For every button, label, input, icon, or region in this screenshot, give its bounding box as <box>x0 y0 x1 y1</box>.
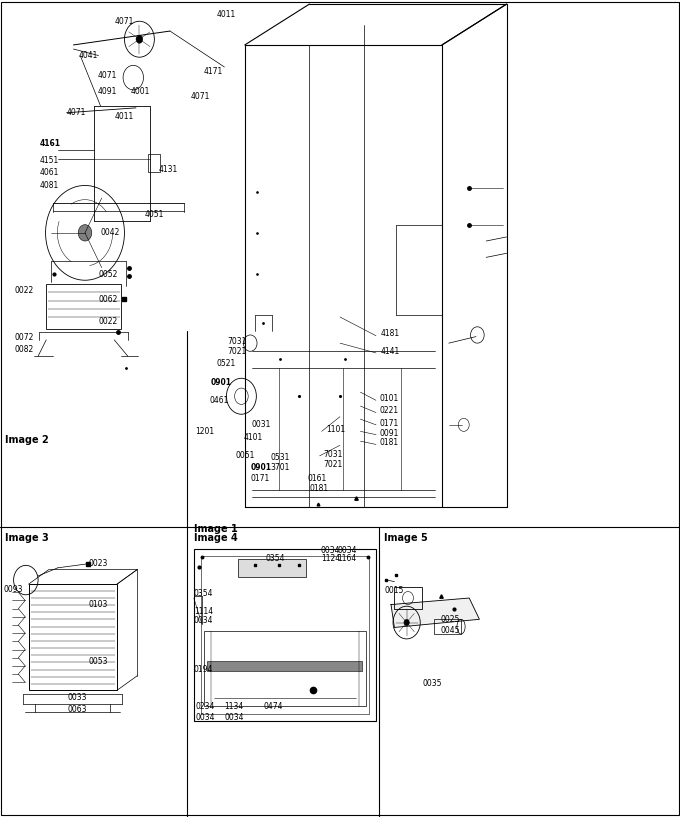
Text: 0034: 0034 <box>337 546 357 556</box>
Text: 0901: 0901 <box>250 462 271 472</box>
Text: 7021: 7021 <box>324 459 343 469</box>
Text: 4181: 4181 <box>381 328 400 338</box>
Text: 0031: 0031 <box>252 420 271 430</box>
Text: 7031: 7031 <box>324 449 343 459</box>
Circle shape <box>78 225 92 241</box>
Text: 0221: 0221 <box>379 406 398 416</box>
Text: 0354: 0354 <box>265 554 285 564</box>
Text: 0042: 0042 <box>101 228 120 238</box>
Text: 1124: 1124 <box>321 554 340 564</box>
Circle shape <box>404 619 409 626</box>
Text: 4071: 4071 <box>97 70 116 80</box>
Bar <box>434 619 461 634</box>
Text: 0072: 0072 <box>15 333 34 342</box>
Text: Image 5: Image 5 <box>384 533 428 542</box>
Text: 4071: 4071 <box>67 108 86 118</box>
Text: 1164: 1164 <box>337 554 356 564</box>
Text: 1101: 1101 <box>326 425 345 435</box>
Circle shape <box>136 35 143 43</box>
Text: 4071: 4071 <box>114 16 133 26</box>
Text: 7021: 7021 <box>228 346 247 356</box>
Text: 0194: 0194 <box>194 665 213 675</box>
Text: 1201: 1201 <box>195 426 214 436</box>
Text: Image 3: Image 3 <box>5 533 49 542</box>
Bar <box>201 556 369 714</box>
Text: 3701: 3701 <box>271 462 290 472</box>
Text: 0022: 0022 <box>15 286 34 296</box>
Text: 0181: 0181 <box>379 438 398 448</box>
Text: 4051: 4051 <box>145 209 164 219</box>
Text: 4151: 4151 <box>39 155 58 165</box>
Text: 0052: 0052 <box>99 270 118 279</box>
Text: 4071: 4071 <box>190 92 209 101</box>
Text: 4081: 4081 <box>39 181 58 190</box>
Text: 0051: 0051 <box>236 451 255 461</box>
Text: 4091: 4091 <box>97 87 116 96</box>
Text: 4141: 4141 <box>381 346 400 356</box>
Text: 0101: 0101 <box>379 394 398 404</box>
Text: 0062: 0062 <box>99 295 118 305</box>
Text: 7031: 7031 <box>228 337 247 346</box>
Text: 4011: 4011 <box>114 112 133 122</box>
Text: Image 2: Image 2 <box>5 435 49 444</box>
Text: 0181: 0181 <box>309 484 328 493</box>
Bar <box>238 559 306 577</box>
Bar <box>394 587 422 609</box>
Bar <box>204 631 366 706</box>
Text: 4041: 4041 <box>78 51 97 60</box>
Text: 4131: 4131 <box>159 164 178 174</box>
Text: 0171: 0171 <box>379 418 398 428</box>
Text: 0035: 0035 <box>423 678 443 688</box>
Polygon shape <box>391 598 479 627</box>
Text: 0474: 0474 <box>264 702 284 712</box>
Bar <box>46 284 121 329</box>
Text: 0034: 0034 <box>321 546 341 556</box>
Text: 4161: 4161 <box>39 139 61 149</box>
Text: 0015: 0015 <box>384 586 403 596</box>
Text: 0034: 0034 <box>195 712 215 722</box>
Text: 0034: 0034 <box>194 616 214 626</box>
Text: 0161: 0161 <box>307 474 326 484</box>
Text: 0531: 0531 <box>271 453 290 462</box>
Text: 0023: 0023 <box>88 559 107 569</box>
Text: Image 4: Image 4 <box>194 533 237 542</box>
Text: 0082: 0082 <box>15 345 34 355</box>
Text: 4061: 4061 <box>39 167 58 177</box>
Text: Image 1: Image 1 <box>194 525 237 534</box>
Text: 0093: 0093 <box>3 585 23 595</box>
Text: 4011: 4011 <box>216 10 235 20</box>
Text: 0025: 0025 <box>441 614 460 624</box>
Text: 4171: 4171 <box>204 67 223 77</box>
Text: 0461: 0461 <box>209 395 228 405</box>
Text: 4101: 4101 <box>243 432 262 442</box>
Text: 0354: 0354 <box>194 588 214 598</box>
Text: 1134: 1134 <box>224 702 243 712</box>
Text: 1114: 1114 <box>194 606 213 616</box>
Text: 0045: 0045 <box>441 626 460 636</box>
Bar <box>194 549 376 721</box>
Bar <box>29 584 117 690</box>
Text: 0171: 0171 <box>250 474 269 484</box>
Text: 0103: 0103 <box>88 600 107 609</box>
Text: 0234: 0234 <box>195 702 214 712</box>
Text: 0053: 0053 <box>88 657 108 667</box>
Text: 0063: 0063 <box>68 704 88 714</box>
Text: 0034: 0034 <box>224 712 244 722</box>
Text: 0521: 0521 <box>216 359 235 368</box>
Text: 0091: 0091 <box>379 428 398 438</box>
Bar <box>207 661 362 671</box>
Text: 0033: 0033 <box>68 693 88 703</box>
Bar <box>148 154 160 172</box>
Text: 0022: 0022 <box>99 316 118 326</box>
Text: 0901: 0901 <box>211 377 232 387</box>
Text: 4001: 4001 <box>131 87 150 96</box>
